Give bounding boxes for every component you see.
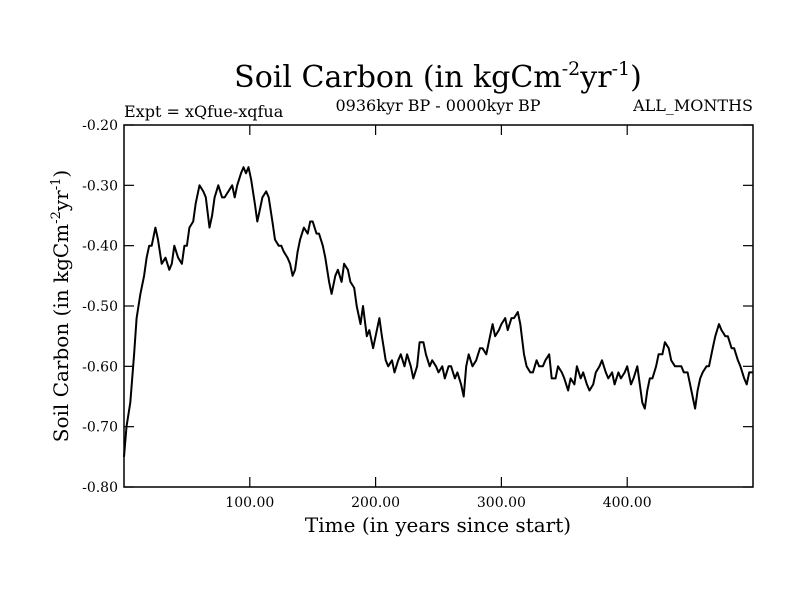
x-tick-label: 200.00 bbox=[351, 495, 400, 511]
x-tick-label: 400.00 bbox=[603, 495, 652, 511]
y-tick-label: -0.50 bbox=[82, 299, 118, 315]
y-tick-label: -0.40 bbox=[82, 239, 118, 255]
x-tick-label: 100.00 bbox=[225, 495, 274, 511]
y-axis: -0.20 -0.30 -0.40 -0.50 -0.60 -0.70 -0.80 bbox=[82, 118, 753, 496]
x-tick-label: 300.00 bbox=[477, 495, 526, 511]
x-axis-label: Time (in years since start) bbox=[305, 513, 571, 537]
series-line-soil-carbon bbox=[123, 166, 753, 457]
y-tick-label: -0.80 bbox=[82, 480, 118, 496]
y-tick-label: -0.30 bbox=[82, 178, 118, 194]
chart-title: Soil Carbon (in kgCm-2yr-1) bbox=[234, 58, 642, 95]
period-label: 0936kyr BP - 0000kyr BP bbox=[336, 96, 541, 115]
experiment-label: Expt = xQfue-xqfua bbox=[124, 102, 284, 121]
y-axis-label: Soil Carbon (in kgCm-2yr-1) bbox=[49, 170, 73, 442]
months-label: ALL_MONTHS bbox=[632, 96, 753, 115]
plot-frame bbox=[123, 124, 754, 488]
y-tick-label: -0.60 bbox=[82, 359, 118, 375]
x-axis: 100.00 200.00 300.00 400.00 bbox=[225, 125, 652, 511]
y-tick-label: -0.70 bbox=[82, 420, 118, 436]
y-tick-label: -0.20 bbox=[82, 118, 118, 134]
